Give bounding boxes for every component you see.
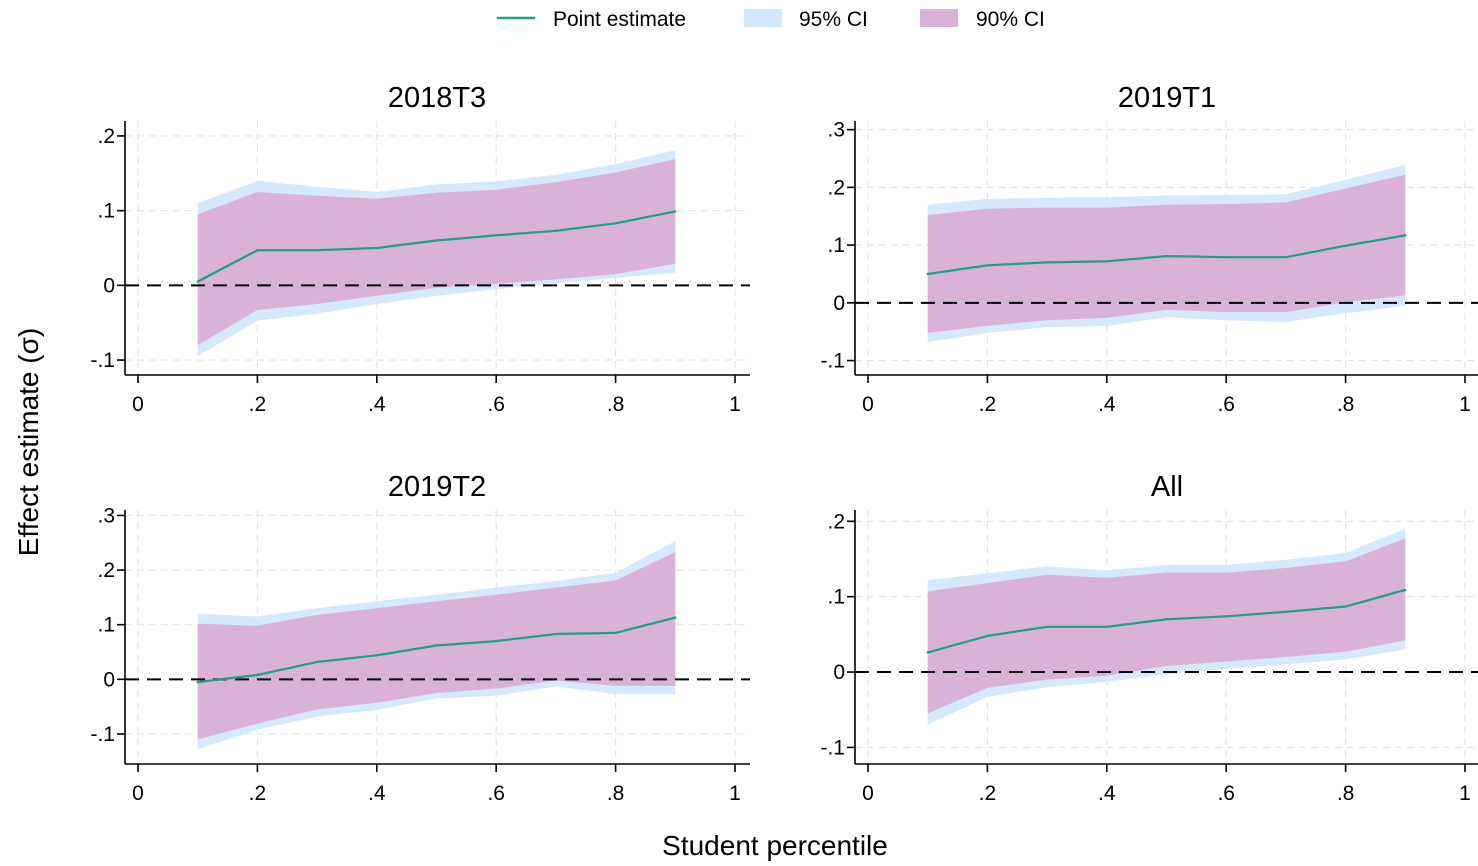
x-tick-label: .2 [249, 782, 267, 805]
point-estimate-point [375, 654, 378, 657]
panel-title: 2018T3 [388, 82, 486, 114]
point-estimate-point [1165, 254, 1168, 258]
y-tick-label: .3 [827, 119, 845, 142]
legend-label: 95% CI [799, 8, 868, 31]
x-tick-label: .8 [607, 393, 625, 416]
point-estimate-point [554, 632, 558, 636]
point-estimate-point [495, 639, 498, 643]
x-tick-label: .4 [368, 782, 386, 805]
point-estimate-point [495, 234, 498, 237]
x-tick-label: .4 [368, 393, 386, 416]
point-estimate-point [986, 264, 989, 267]
legend-swatch-ci90 [920, 9, 958, 27]
point-estimate-point [1045, 261, 1049, 264]
y-tick-label: -.1 [820, 350, 845, 373]
x-tick-label: .2 [979, 393, 997, 416]
legend: Point estimate 95% CI 90% CI [497, 8, 1045, 31]
ci90-band [927, 538, 1406, 714]
y-tick-label: .2 [827, 176, 845, 199]
x-tick-label: 0 [862, 393, 874, 416]
y-tick-label: .1 [97, 200, 115, 223]
point-estimate-point [614, 631, 617, 635]
y-tick-label: -.1 [90, 723, 115, 746]
point-estimate-point [435, 239, 438, 242]
y-tick-label: .2 [827, 510, 845, 533]
x-tick-label: .6 [487, 393, 505, 416]
x-tick-label: 0 [132, 393, 144, 416]
y-tick-label: 0 [103, 274, 115, 297]
y-tick-label: -.1 [90, 349, 115, 372]
point-estimate-point [375, 246, 378, 250]
panel-title: 2019T1 [1118, 82, 1216, 114]
x-tick-label: 1 [729, 393, 741, 416]
point-estimate-point [1404, 588, 1407, 592]
legend-label: 90% CI [976, 8, 1045, 31]
x-axis-title: Student percentile [662, 830, 888, 861]
x-tick-label: 0 [132, 782, 144, 805]
y-tick-label: .2 [97, 125, 115, 148]
point-estimate-point [256, 673, 259, 677]
y-tick-label: 0 [833, 661, 845, 684]
panel-2019t1: 2019T1 -.1 0 .1 .2 .3 0 .2 .4 .6 .8 1 [820, 82, 1478, 416]
ci90-band [197, 159, 676, 346]
x-tick-label: 1 [1459, 782, 1471, 805]
x-tick-label: 0 [862, 782, 874, 805]
point-estimate-point [554, 229, 558, 233]
point-estimate-point [435, 644, 438, 647]
panel-2019t2: 2019T2 -.1 0 .1 .2 .3 0 .2 .4 .6 .8 1 [90, 471, 750, 805]
x-tick-label: .2 [249, 393, 267, 416]
x-tick-label: .2 [979, 782, 997, 805]
x-tick-label: .6 [487, 782, 505, 805]
panel-all: All -.1 0 .1 .2 0 .2 .4 .6 .8 1 [820, 471, 1478, 805]
panels: 2018T3 -.1 0 .1 .2 0 .2 .4 .6 .8 1 2019T1 -.1 0 .1 .2 .3… [90, 82, 1478, 805]
x-tick-label: .4 [1098, 782, 1116, 805]
point-estimate-point [926, 272, 929, 276]
x-tick-label: 1 [729, 782, 741, 805]
point-estimate-point [1105, 625, 1109, 629]
y-tick-label: .1 [97, 614, 115, 637]
y-tick-label: 0 [833, 292, 845, 315]
y-tick-label: 0 [103, 668, 115, 691]
x-tick-label: .6 [1217, 782, 1235, 805]
point-estimate-point [1165, 618, 1168, 621]
x-tick-label: .8 [607, 782, 625, 805]
point-estimate-point [986, 634, 989, 638]
y-tick-label: .1 [827, 586, 845, 609]
ci90-band [927, 174, 1406, 333]
point-estimate-point [256, 249, 259, 252]
x-tick-label: .8 [1337, 393, 1355, 416]
panel-title: 2019T2 [388, 471, 486, 503]
x-tick-label: .8 [1337, 782, 1355, 805]
x-tick-label: .6 [1217, 393, 1235, 416]
point-estimate-point [1045, 625, 1049, 629]
point-estimate-point [1225, 256, 1228, 259]
legend-swatch-ci95 [744, 9, 782, 27]
y-tick-label: .2 [97, 559, 115, 582]
point-estimate-point [315, 660, 319, 664]
point-estimate-point [1225, 615, 1228, 618]
y-tick-label: .1 [827, 234, 845, 257]
panel-title: All [1151, 471, 1183, 503]
point-estimate-point [1344, 244, 1347, 247]
point-estimate-point [926, 651, 929, 654]
point-estimate-point [1344, 605, 1347, 608]
legend-label: Point estimate [553, 8, 686, 31]
point-estimate-point [674, 616, 677, 619]
point-estimate-point [315, 249, 319, 252]
point-estimate-point [1284, 610, 1288, 613]
panel-2018t3: 2018T3 -.1 0 .1 .2 0 .2 .4 .6 .8 1 [90, 82, 750, 416]
point-estimate-point [196, 280, 199, 283]
point-estimate-point [196, 680, 199, 684]
y-tick-label: -.1 [820, 736, 845, 759]
point-estimate-point [1404, 234, 1407, 237]
x-tick-label: 1 [1459, 393, 1471, 416]
point-estimate-point [674, 210, 677, 213]
x-tick-label: .4 [1098, 393, 1116, 416]
point-estimate-point [614, 222, 617, 225]
point-estimate-point [1105, 260, 1109, 263]
y-tick-label: .3 [97, 504, 115, 527]
y-axis-title: Effect estimate (σ) [13, 328, 44, 556]
point-estimate-point [1284, 256, 1288, 259]
